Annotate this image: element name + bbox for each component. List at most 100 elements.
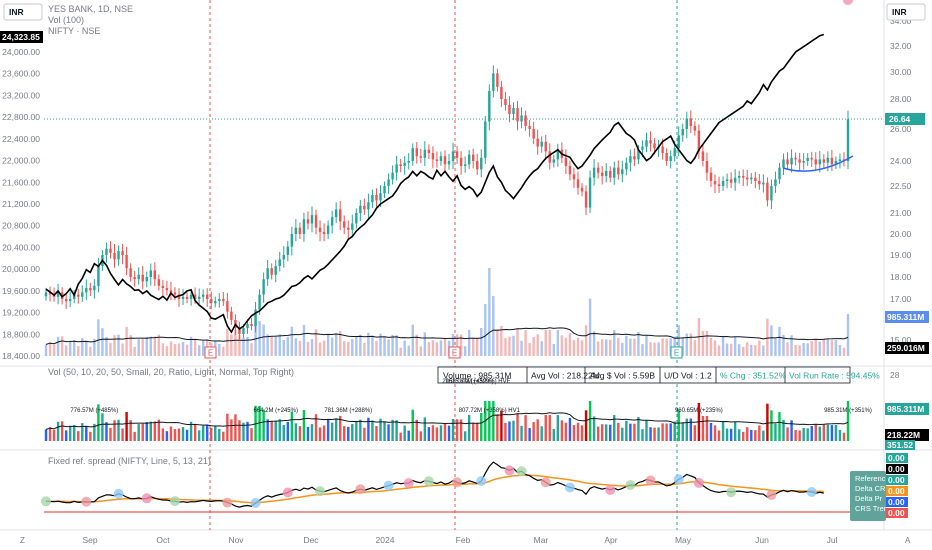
volume-pane-bar xyxy=(326,419,330,441)
candle-body xyxy=(471,154,475,161)
candle-body xyxy=(826,157,830,163)
candle-body xyxy=(576,179,580,188)
volume-pane-bar xyxy=(846,401,850,441)
candle-body xyxy=(540,141,543,147)
volume-bar xyxy=(165,346,169,356)
volume-bar xyxy=(290,326,294,356)
rs-signal-dot xyxy=(315,486,326,497)
left-tick-label: 21,600.00 xyxy=(2,177,40,187)
volume-pane-bar xyxy=(439,425,443,441)
volume-pane-bar xyxy=(560,420,564,441)
svg-text:INR: INR xyxy=(892,7,907,17)
candle-body xyxy=(278,259,281,266)
volume-pane-bar xyxy=(383,421,386,441)
candle-body xyxy=(415,148,418,157)
volume-bar xyxy=(97,319,100,356)
candle-body xyxy=(125,255,128,269)
volume-pane-bar xyxy=(125,411,128,441)
volume-pane-bar xyxy=(492,401,495,441)
stats-bar: Volume : 985.31M Avg Vol : 218.22M Avg $… xyxy=(437,366,880,384)
volume-bar xyxy=(218,344,221,356)
svg-text:E: E xyxy=(452,349,457,358)
candle-body xyxy=(802,161,805,163)
volume-pane-bar xyxy=(556,415,560,441)
candle-body xyxy=(181,296,185,299)
volume-pane-bar xyxy=(649,427,652,441)
volume-pane-bar xyxy=(101,413,104,441)
volume-pane-bar xyxy=(681,422,684,441)
candle-body xyxy=(222,299,225,302)
candle-body xyxy=(318,227,322,232)
candle-body xyxy=(113,252,116,260)
volume-bar xyxy=(500,325,503,356)
volume-bar xyxy=(407,345,410,356)
currency-button-left[interactable]: INR xyxy=(3,3,43,21)
candle-body xyxy=(677,135,680,149)
volume-pane-bar xyxy=(318,427,322,441)
volume-pane-bar xyxy=(250,428,253,441)
volume-bar xyxy=(661,338,664,356)
candle-body xyxy=(476,161,479,170)
volume-pane-bar xyxy=(746,427,749,441)
candle-body xyxy=(588,177,592,208)
volume-bar xyxy=(399,347,402,356)
volume-pane-bar xyxy=(471,422,475,441)
right-tick-label: 19.00 xyxy=(890,250,912,260)
candle-body xyxy=(395,164,398,173)
volume-pane-tag: 985.311M xyxy=(885,403,929,415)
svg-text:24,323.85: 24,323.85 xyxy=(2,32,40,42)
timezone-icon[interactable]: Z xyxy=(20,536,25,545)
stat-pct-chg: % Chg : 351.52% xyxy=(720,371,787,381)
volume-bar xyxy=(592,331,596,356)
volume-pane-bar xyxy=(197,430,201,441)
volume-study-label: Vol (100) xyxy=(48,15,84,25)
candle-body xyxy=(729,179,733,183)
rs-tag-6: 0.00 xyxy=(886,508,908,518)
candle-body xyxy=(685,118,689,129)
candle-body xyxy=(717,184,721,186)
candle-body xyxy=(407,161,410,163)
rs-signal-dot xyxy=(693,477,704,488)
volume-pane-bar xyxy=(770,410,773,441)
volume-bar xyxy=(117,334,120,356)
time-tick-label: Dec xyxy=(303,535,319,545)
volume-pane-bar xyxy=(48,427,52,441)
candle-body xyxy=(137,274,140,280)
earnings-marker-2[interactable]: E xyxy=(448,346,461,359)
volume-bar xyxy=(822,339,826,356)
earnings-marker-1[interactable]: E xyxy=(204,346,217,359)
auto-scale-icon[interactable]: A xyxy=(905,536,911,545)
volume-pane-bar xyxy=(246,421,249,441)
candle-body xyxy=(343,221,346,228)
volume-pane-bar xyxy=(371,420,374,441)
volume-bar xyxy=(665,338,668,356)
candle-body xyxy=(149,270,152,277)
rs-signal-dot xyxy=(673,474,684,485)
volume-bar xyxy=(371,335,374,356)
candle-body xyxy=(274,266,277,275)
rs-signal-dot xyxy=(564,482,575,493)
candle-body xyxy=(81,292,84,297)
left-tick-label: 19,200.00 xyxy=(2,308,40,318)
candle-body xyxy=(782,159,785,168)
currency-button-right[interactable]: INR xyxy=(886,3,926,21)
volume-bar xyxy=(838,345,842,356)
volume-pane-bar xyxy=(355,421,358,441)
volume-bar xyxy=(322,340,326,356)
volume-pane-bar xyxy=(572,425,576,441)
volume-bar xyxy=(73,340,76,356)
volume-bar xyxy=(310,339,314,356)
candle-body xyxy=(193,294,197,299)
volume-pane-bar xyxy=(476,422,479,441)
volume-bar xyxy=(802,342,805,356)
candle-body xyxy=(64,299,68,302)
candle-body xyxy=(584,191,588,208)
volume-pane-bar xyxy=(842,432,846,441)
volume-bar xyxy=(463,346,467,356)
volume-bar xyxy=(250,343,253,356)
volume-pane-bar xyxy=(621,427,624,441)
volume-pane-bar xyxy=(161,428,165,441)
candle-body xyxy=(157,279,161,286)
earnings-marker-3[interactable]: E xyxy=(670,346,683,359)
svg-text:351.52: 351.52 xyxy=(887,440,913,450)
